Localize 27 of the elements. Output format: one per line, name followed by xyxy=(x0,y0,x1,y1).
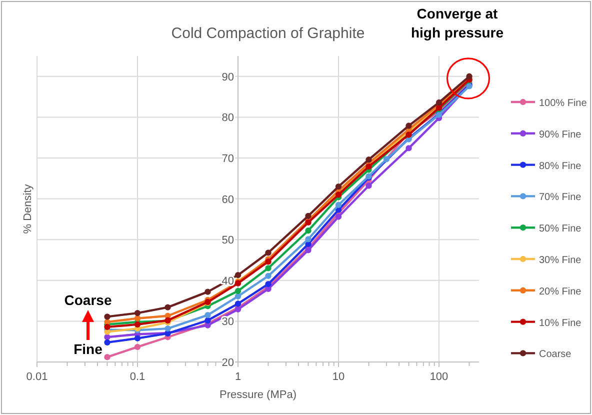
y-tick-label: 60 xyxy=(222,194,234,206)
x-tick-label: 0.01 xyxy=(26,371,48,383)
legend-label: 80% Fine xyxy=(539,160,582,172)
x-tick-label: 0.1 xyxy=(130,371,146,383)
legend-label: 100% Fine xyxy=(539,98,588,109)
x-axis-title: Pressure (MPa) xyxy=(219,389,297,401)
y-tick-label: 50 xyxy=(222,234,234,247)
legend-label: 50% Fine xyxy=(539,224,582,235)
annotation: Fine xyxy=(74,341,103,357)
x-tick-label: 1 xyxy=(234,371,242,383)
chart-title: Cold Compaction of Graphite xyxy=(171,25,365,42)
legend-label: 30% Fine xyxy=(539,255,582,266)
legend-label: 70% Fine xyxy=(539,192,582,204)
y-tick-label: 90 xyxy=(222,71,234,84)
legend-label: 10% Fine xyxy=(539,318,582,329)
y-axis-title: % Density xyxy=(22,184,34,234)
y-tick-label: 20 xyxy=(222,357,234,369)
annotation: Converge at high pressure xyxy=(410,5,504,40)
x-tick-label: 10 xyxy=(332,371,345,383)
y-tick-label: 30 xyxy=(222,316,234,328)
legend-label: 90% Fine xyxy=(539,129,582,140)
legend-label: 20% Fine xyxy=(539,286,582,298)
y-tick-label: 70 xyxy=(222,153,234,165)
x-tick-label: 100 xyxy=(430,371,448,383)
annotation: Coarse xyxy=(64,292,112,308)
y-tick-label: 80 xyxy=(222,112,234,124)
legend-label: Coarse xyxy=(539,349,572,360)
